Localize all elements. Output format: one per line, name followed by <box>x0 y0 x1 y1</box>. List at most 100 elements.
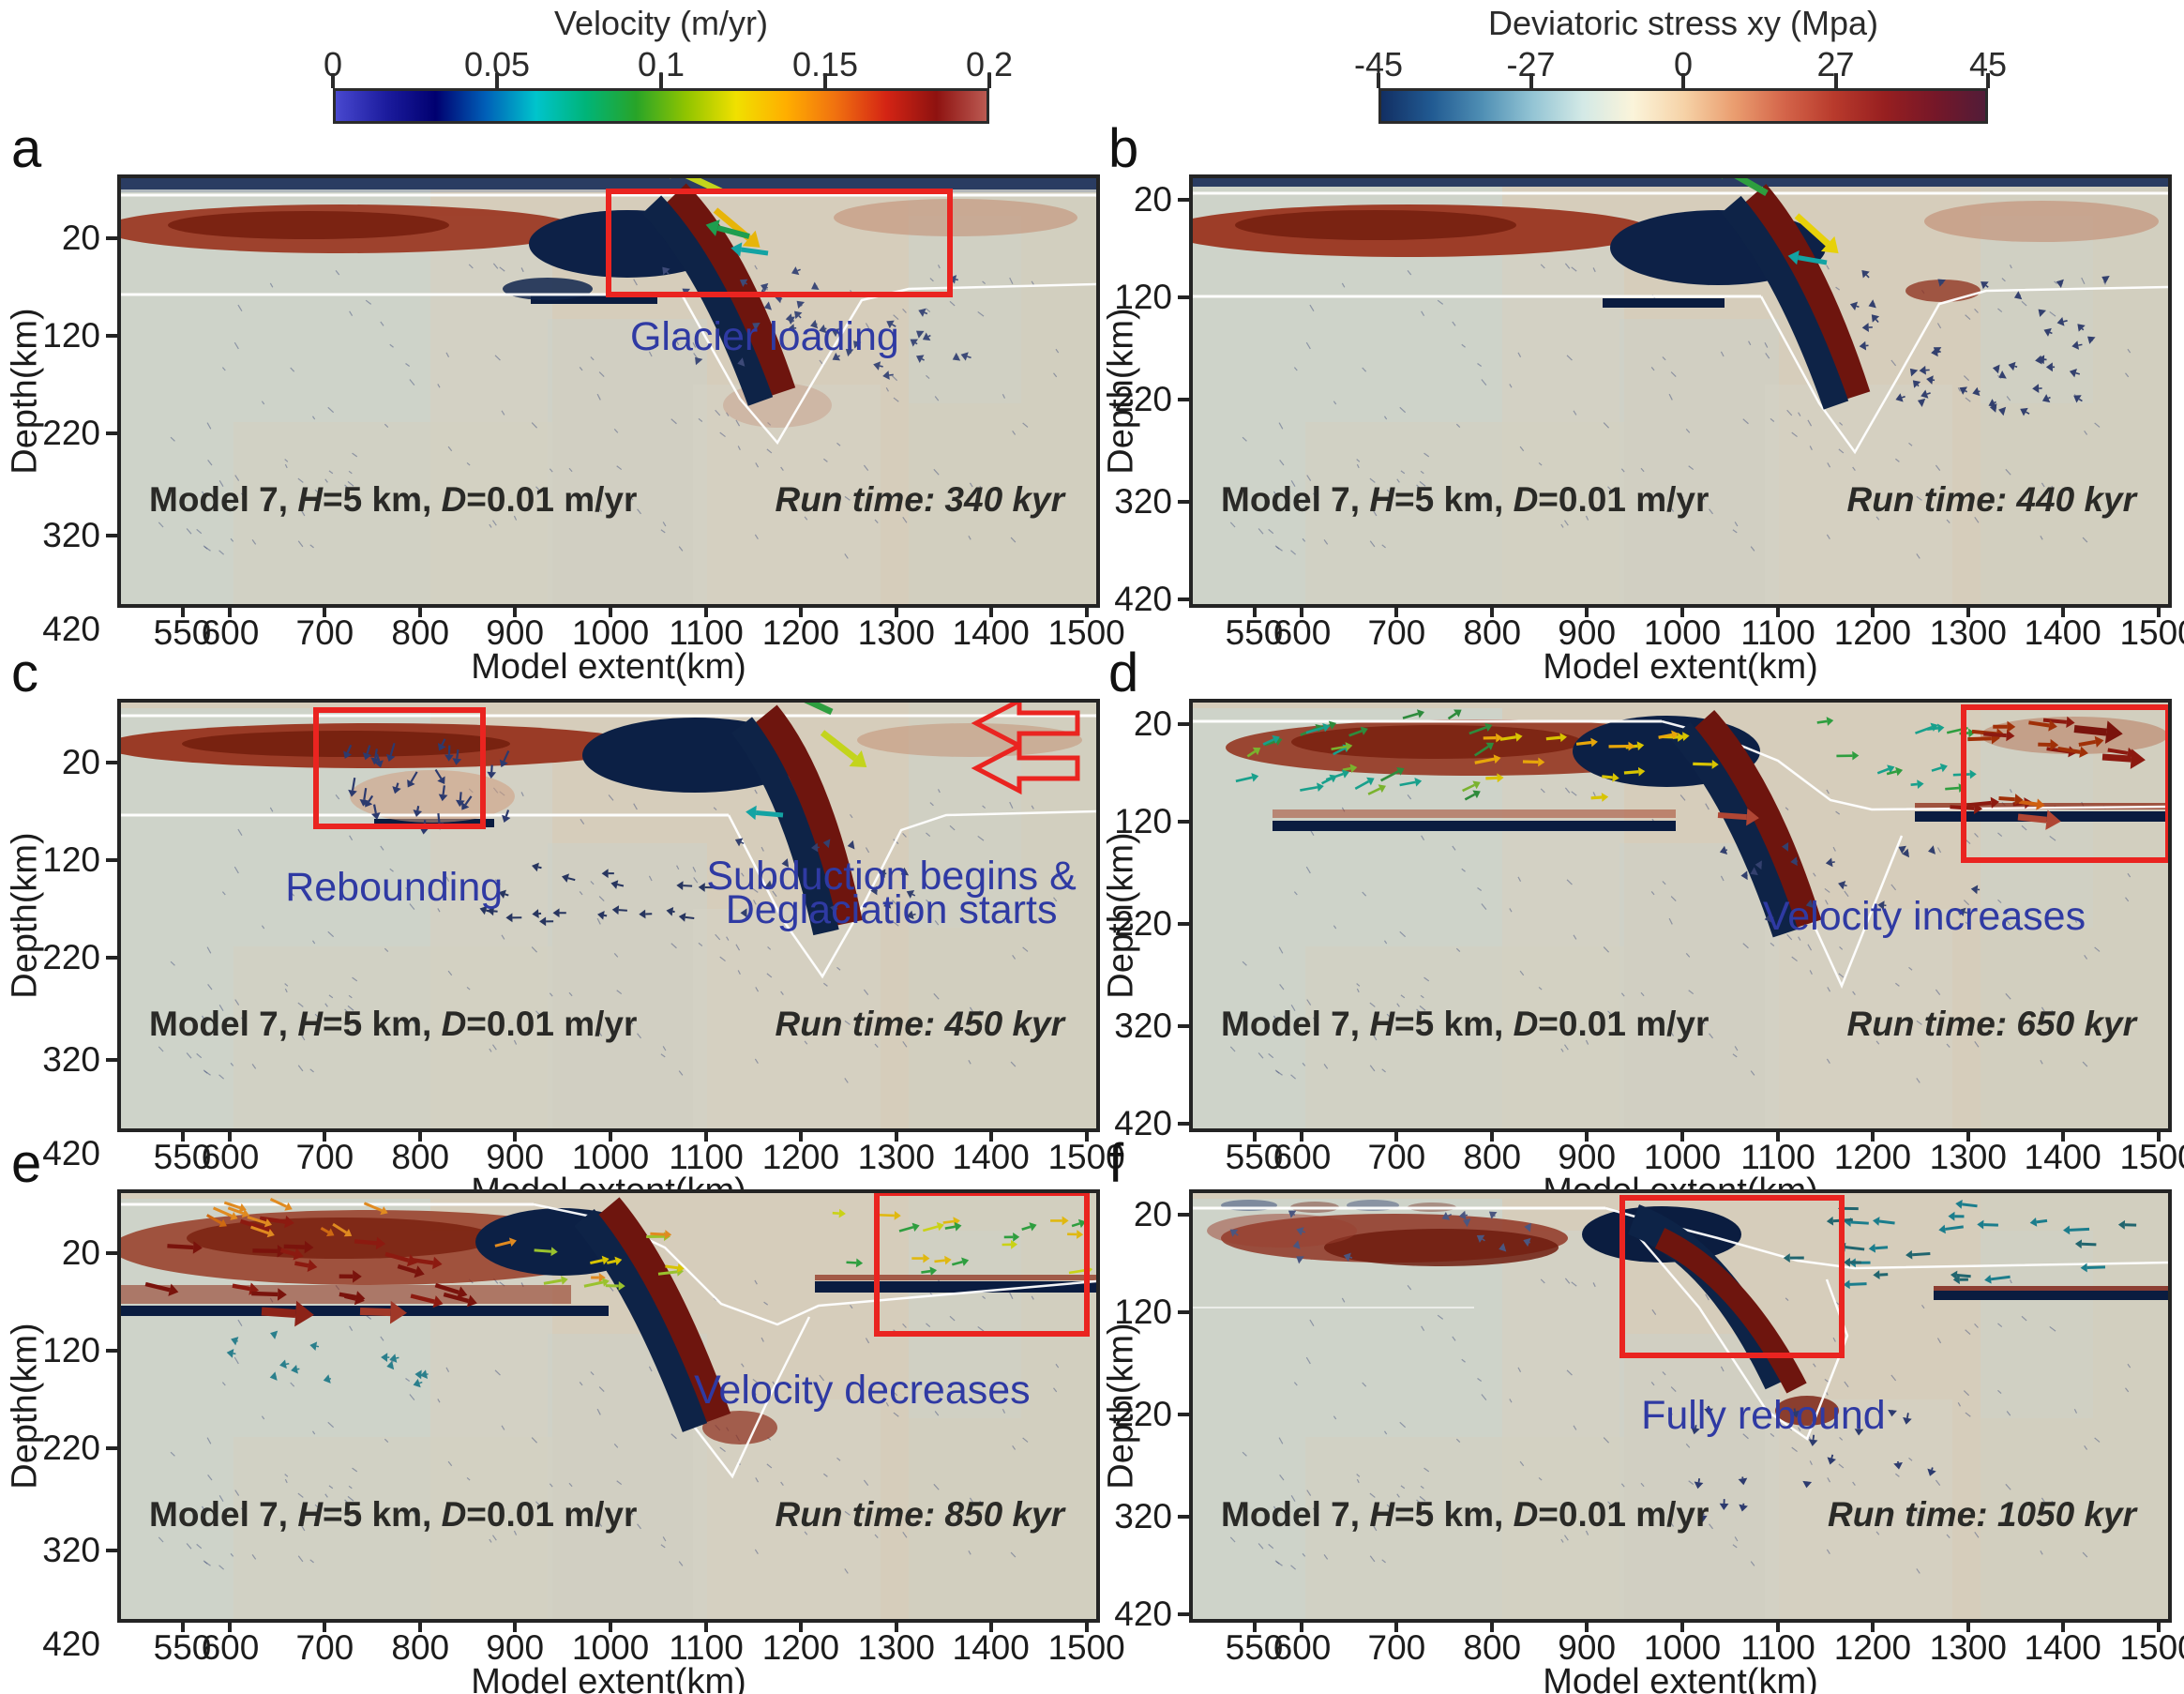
x-tick-mark <box>988 1619 993 1632</box>
x-tick-label: 1300 <box>1929 1138 2007 1176</box>
colorbar-velocity: Velocity (m/yr) 0 0.05 0.1 0.15 0.2 <box>324 4 1013 126</box>
x-tick-mark <box>798 1128 803 1142</box>
x-tick-mark <box>418 1128 423 1142</box>
y-tick-mark <box>1178 1122 1191 1127</box>
y-tick-label: 320 <box>1114 1497 1172 1536</box>
x-tick-label: 1500 <box>2119 1628 2184 1667</box>
panel-letter: c <box>11 643 38 703</box>
x-tick-label: 600 <box>1273 1138 1332 1176</box>
x-tick-mark <box>894 604 898 617</box>
x-tick-label: 1000 <box>571 613 650 652</box>
x-tick-label: 1200 <box>761 1138 840 1176</box>
y-tick-label: 20 <box>61 218 100 257</box>
x-tick-label: 600 <box>201 613 260 652</box>
y-tick-label: 220 <box>42 1429 100 1468</box>
x-tick-label: 1000 <box>571 1628 650 1667</box>
colorbar-stress-title: Deviatoric stress xy (Mpa) <box>1487 4 1879 42</box>
annotation-text: Fully rebound <box>1641 1393 1886 1439</box>
y-tick-label: 420 <box>42 1625 100 1664</box>
model-parameters-label: Model 7, H=5 km, D=0.01 m/yr <box>1221 1495 1710 1535</box>
y-tick-label: 20 <box>1133 703 1172 743</box>
x-tick-mark <box>1252 604 1257 617</box>
highlight-box <box>313 707 486 829</box>
x-tick-label: 600 <box>1273 613 1332 652</box>
y-tick-mark <box>1178 922 1191 927</box>
x-tick-mark <box>609 1128 613 1142</box>
y-tick-label: 420 <box>1114 1104 1172 1143</box>
x-tick-mark <box>798 604 803 617</box>
x-tick-label: 550 <box>1225 613 1284 652</box>
x-tick-label: 1400 <box>2024 1628 2101 1667</box>
y-tick-mark <box>1178 1310 1191 1315</box>
x-tick-label: 1100 <box>1740 613 1815 652</box>
x-tick-mark <box>1585 1619 1589 1632</box>
x-tick-label: 1300 <box>1929 1628 2007 1667</box>
x-axis-label: Model extent(km) <box>471 1662 746 1694</box>
x-tick-label: 1300 <box>857 1138 935 1176</box>
x-tick-label: 1400 <box>952 613 1030 652</box>
x-tick-mark <box>1300 1619 1304 1632</box>
x-tick-mark <box>1394 1128 1399 1142</box>
y-tick-mark <box>1178 597 1191 602</box>
panel-letter: f <box>1108 1133 1124 1194</box>
y-tick-mark <box>106 956 119 960</box>
x-tick-mark <box>894 1128 898 1142</box>
colorbar-tick-mark <box>1529 73 1533 88</box>
model-parameters-label: Model 7, H=5 km, D=0.01 m/yr <box>149 1005 638 1044</box>
highlight-box <box>874 1193 1090 1337</box>
x-axis-label: Model extent(km) <box>1543 647 1818 687</box>
y-tick-label: 20 <box>1133 1194 1172 1233</box>
panel-c: c Depth(km) Model extent(km) Model 7, H=… <box>6 646 1125 1212</box>
x-tick-label: 900 <box>1558 1138 1617 1176</box>
x-tick-label: 700 <box>295 613 354 652</box>
y-tick-mark <box>1178 197 1191 202</box>
x-tick-mark <box>513 604 518 617</box>
x-tick-label: 900 <box>1558 613 1617 652</box>
x-tick-mark <box>798 1619 803 1632</box>
x-tick-label: 1500 <box>2119 613 2184 652</box>
x-tick-mark <box>1300 604 1304 617</box>
x-tick-label: 800 <box>391 613 450 652</box>
x-tick-mark <box>704 1619 708 1632</box>
x-tick-label: 1100 <box>669 1138 744 1176</box>
y-tick-mark <box>106 235 119 240</box>
y-tick-mark <box>1178 1612 1191 1617</box>
model-parameters-label: Model 7, H=5 km, D=0.01 m/yr <box>149 1495 638 1535</box>
x-tick-label: 550 <box>1225 1628 1284 1667</box>
x-tick-mark <box>418 1619 423 1632</box>
x-tick-mark <box>2156 1619 2161 1632</box>
x-tick-label: 800 <box>391 1138 450 1176</box>
x-tick-label: 1000 <box>571 1138 650 1176</box>
y-tick-mark <box>1178 820 1191 824</box>
x-tick-mark <box>323 1128 327 1142</box>
x-tick-label: 600 <box>201 1138 260 1176</box>
x-tick-label: 1200 <box>761 613 840 652</box>
run-time-label: Run time: 340 kyr <box>775 480 1064 520</box>
colorbar-tick-label: 0 <box>1673 45 1694 83</box>
run-time-label: Run time: 1050 kyr <box>1827 1495 2136 1535</box>
x-tick-mark <box>2156 604 2161 617</box>
x-tick-label: 1500 <box>1047 613 1125 652</box>
x-tick-mark <box>1870 1619 1875 1632</box>
model-parameters-label: Model 7, H=5 km, D=0.01 m/yr <box>1221 480 1710 520</box>
x-tick-label: 1300 <box>1929 613 2007 652</box>
y-tick-mark <box>106 431 119 436</box>
colorbar-stress: Deviatoric stress xy (Mpa) -45 -27 0 27 45 <box>1354 4 2007 126</box>
colorbar-tick-mark <box>1377 73 1380 88</box>
x-tick-label: 1000 <box>1643 1138 1722 1176</box>
y-tick-mark <box>1178 1413 1191 1417</box>
x-tick-mark <box>1966 604 1970 617</box>
panel-d: d Depth(km) Model extent(km) Model 7, H=… <box>1102 646 2184 1212</box>
x-tick-label: 900 <box>1558 1628 1617 1667</box>
x-tick-label: 1200 <box>1833 613 1912 652</box>
annotation-text: Glacier loading <box>629 314 899 360</box>
x-tick-mark <box>228 1128 233 1142</box>
panel-a: a Depth(km) Model extent(km) Model 7, H=… <box>6 122 1125 688</box>
y-axis-label: Depth(km) <box>5 832 45 999</box>
x-tick-mark <box>513 1128 518 1142</box>
x-tick-label: 1500 <box>1047 1628 1125 1667</box>
y-tick-label: 120 <box>42 1330 100 1369</box>
y-tick-mark <box>106 1348 119 1353</box>
x-tick-mark <box>180 604 185 617</box>
x-tick-label: 800 <box>1463 1628 1522 1667</box>
